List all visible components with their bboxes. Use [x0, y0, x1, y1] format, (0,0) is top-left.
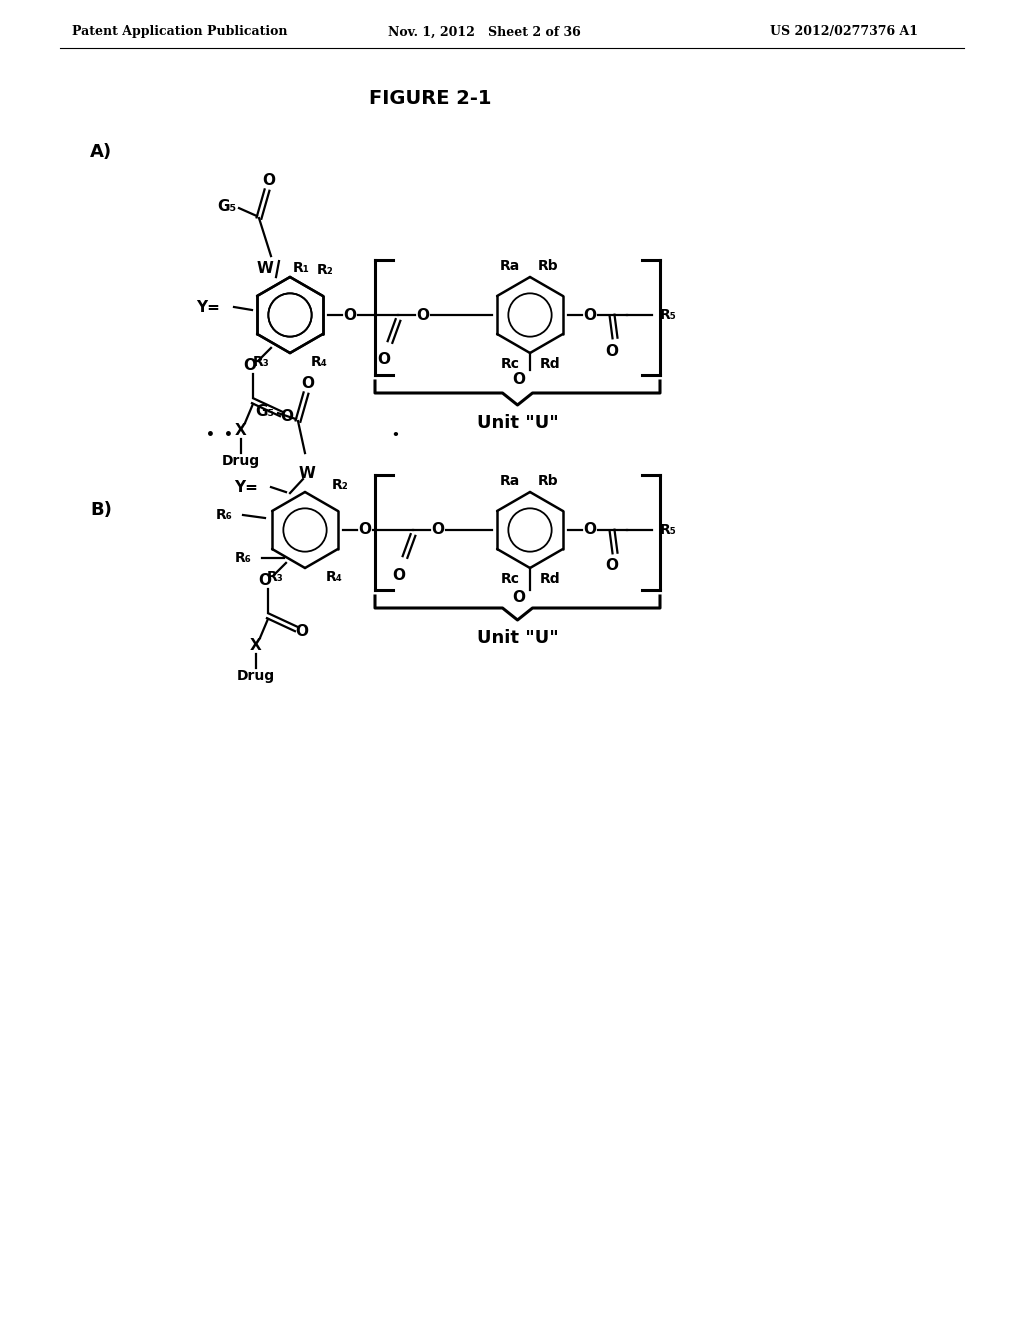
Text: R₄: R₄: [311, 355, 328, 368]
Text: R₃: R₃: [252, 355, 269, 368]
Text: O: O: [512, 590, 525, 606]
Text: Rb: Rb: [538, 474, 558, 488]
Text: O: O: [258, 573, 271, 589]
Text: •: •: [223, 428, 232, 442]
Text: Rb: Rb: [538, 259, 558, 273]
Text: Rc: Rc: [501, 356, 519, 371]
Text: Nov. 1, 2012   Sheet 2 of 36: Nov. 1, 2012 Sheet 2 of 36: [388, 25, 581, 38]
Text: Patent Application Publication: Patent Application Publication: [72, 25, 288, 38]
Text: O: O: [605, 558, 618, 573]
Text: X: X: [250, 639, 262, 653]
Text: O: O: [301, 376, 314, 391]
Text: O: O: [605, 343, 618, 359]
Text: O: O: [431, 523, 444, 537]
Text: Rc: Rc: [501, 572, 519, 586]
Text: O: O: [584, 523, 597, 537]
Text: O: O: [417, 308, 429, 322]
Text: O: O: [343, 308, 356, 322]
Text: R₂: R₂: [317, 263, 334, 277]
Text: O: O: [244, 359, 256, 374]
Text: •: •: [391, 429, 399, 441]
Text: R₁: R₁: [293, 261, 310, 275]
Text: B): B): [90, 502, 112, 519]
Text: O: O: [281, 409, 294, 425]
Text: Unit "U": Unit "U": [476, 630, 558, 647]
Text: O: O: [296, 624, 308, 639]
Text: W: W: [256, 260, 273, 276]
Text: O: O: [392, 568, 406, 582]
Text: G₅: G₅: [217, 198, 236, 214]
Text: R₂: R₂: [332, 478, 349, 492]
Text: Rd: Rd: [540, 356, 560, 371]
Text: R₅: R₅: [660, 523, 677, 537]
Text: O: O: [512, 372, 525, 388]
Text: Drug: Drug: [237, 669, 275, 682]
Text: Drug: Drug: [222, 454, 260, 467]
Text: Unit "U": Unit "U": [476, 414, 558, 432]
Text: R₃: R₃: [267, 570, 284, 583]
Text: Y=: Y=: [234, 479, 258, 495]
Text: A): A): [90, 143, 112, 161]
Text: R₆: R₆: [236, 550, 252, 565]
Text: Rd: Rd: [540, 572, 560, 586]
Text: Y=: Y=: [197, 300, 220, 314]
Text: R₄: R₄: [326, 570, 343, 583]
Text: X: X: [236, 424, 247, 438]
Text: •: •: [206, 428, 214, 442]
Text: O: O: [262, 173, 275, 187]
Text: G₅: G₅: [256, 404, 275, 418]
Text: US 2012/0277376 A1: US 2012/0277376 A1: [770, 25, 918, 38]
Text: R₅: R₅: [660, 308, 677, 322]
Text: Ra: Ra: [500, 259, 520, 273]
Text: O: O: [378, 352, 390, 367]
Text: O: O: [584, 308, 597, 322]
Text: O: O: [358, 523, 372, 537]
Text: Ra: Ra: [500, 474, 520, 488]
Text: W: W: [299, 466, 315, 480]
Text: R₆: R₆: [216, 508, 233, 521]
Text: FIGURE 2-1: FIGURE 2-1: [369, 88, 492, 107]
